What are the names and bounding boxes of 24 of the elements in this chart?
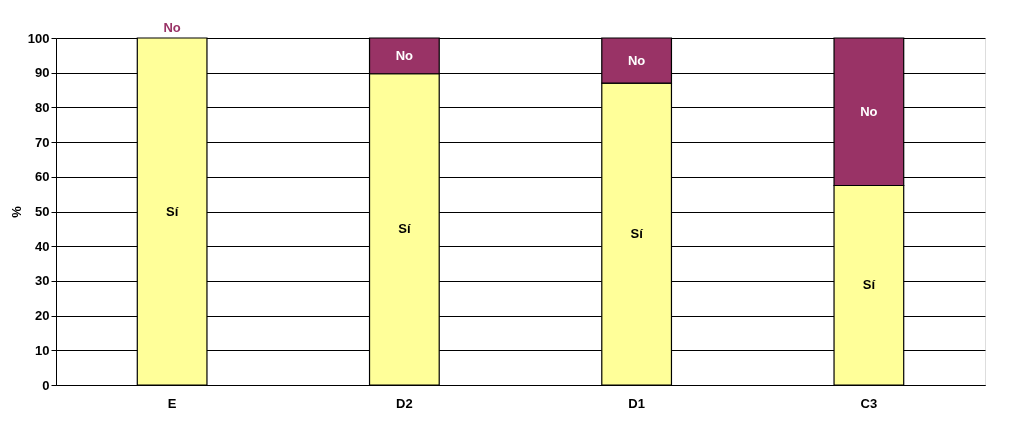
y-tick-label: 50 <box>35 204 50 219</box>
x-tick-label: E <box>167 395 177 411</box>
y-tick-label: 70 <box>35 134 50 150</box>
y-tick-label: 90 <box>35 65 50 81</box>
text: No <box>163 20 181 35</box>
series-label: No <box>395 47 414 63</box>
y-tick-label: 0 <box>42 377 50 393</box>
x-tick-label: D2 <box>396 395 413 411</box>
y-axis-title: % <box>8 205 24 218</box>
x-tick-label: C3 <box>860 395 878 411</box>
y-tick-label: 30 <box>35 273 50 289</box>
text: Sí <box>398 221 411 237</box>
y-tick-label: 20 <box>35 308 50 324</box>
y-tick-label: 60 <box>35 169 50 185</box>
y-tick-label: 40 <box>35 238 50 254</box>
y-tick-label: 100 <box>27 30 50 46</box>
text: No <box>860 103 878 119</box>
y-tick-label: 10 <box>35 342 50 358</box>
y-tick-label: 80 <box>35 99 50 115</box>
text: Sí <box>862 277 876 293</box>
x-tick-label: D1 <box>628 395 645 411</box>
series-label: Sí <box>165 203 179 219</box>
text: No <box>627 52 646 68</box>
text: Sí <box>630 226 643 242</box>
